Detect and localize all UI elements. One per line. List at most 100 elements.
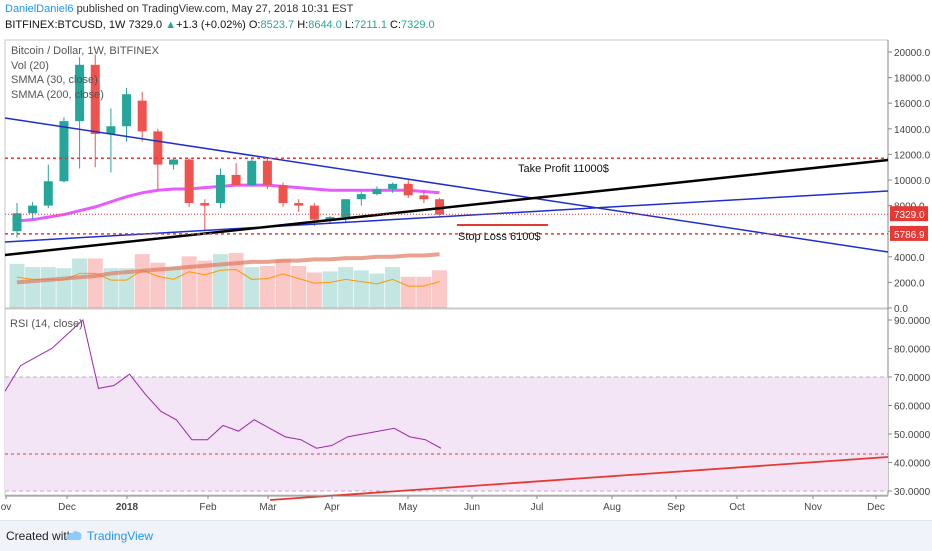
- candle-body: [435, 199, 445, 215]
- volume-bar: [212, 254, 228, 308]
- volume-bar: [416, 276, 432, 308]
- volume-bar: [400, 276, 416, 308]
- legend-vol: Vol (20): [11, 59, 49, 72]
- support-trendline: [4, 158, 889, 257]
- price-tick-label: 18000.0: [894, 74, 931, 85]
- close-value: 7329.0: [401, 19, 435, 31]
- price-tick-label: 4000.0: [894, 253, 925, 264]
- close-label: C:: [390, 19, 401, 31]
- publish-info: DanielDaniel6 published on TradingView.c…: [5, 3, 353, 15]
- take-profit-label: Take Profit 11000$: [518, 163, 609, 175]
- volume-bar: [322, 271, 338, 308]
- candle-body: [403, 183, 413, 196]
- candle-body: [90, 64, 100, 134]
- change-arrow-icon: ▲: [165, 19, 177, 31]
- legend-title: Bitcoin / Dollar, 1W, BITFINEX: [11, 45, 159, 57]
- volume-bar: [291, 266, 307, 308]
- candle-body: [28, 205, 38, 214]
- candle-body: [200, 203, 210, 206]
- stop-loss-label: Stop Loss 6100$: [458, 231, 541, 243]
- candle-body: [294, 203, 304, 206]
- low-label: L:: [344, 19, 355, 31]
- tradingview-logo-icon: [66, 530, 82, 540]
- time-tick-label: Oct: [729, 502, 745, 513]
- candle-body: [12, 213, 22, 232]
- footer: Created with TradingView: [0, 520, 932, 551]
- high-label: H:: [297, 19, 309, 31]
- volume-bar: [87, 258, 103, 308]
- descending-trendline: [4, 117, 889, 253]
- volume-bar: [338, 267, 354, 308]
- candle-body: [106, 126, 116, 134]
- time-tick-label: Mar: [259, 502, 277, 513]
- candle-body: [388, 183, 398, 189]
- volume-bar: [259, 266, 275, 308]
- candle-body: [169, 159, 178, 165]
- volume-bar: [197, 260, 213, 308]
- price-pane: [4, 39, 889, 309]
- last-price-badge-bg: [890, 206, 928, 222]
- candle-body: [59, 121, 69, 182]
- created-with-text: Created with: [6, 529, 74, 543]
- time-tick-label: Nov: [804, 502, 822, 513]
- price-tick-label: 14000.0: [894, 125, 931, 136]
- candle-body: [231, 174, 241, 186]
- price-tick-label: 2000.0: [894, 278, 925, 289]
- price-tick-label: 10000.0: [894, 176, 931, 187]
- volume-bar: [181, 256, 197, 308]
- price-chart[interactable]: Take Profit 11000$ Stop Loss 6100$ 20000.…: [0, 0, 932, 520]
- candle-body: [356, 194, 366, 200]
- volume-bar: [72, 258, 88, 308]
- time-tick-label: Aug: [603, 502, 621, 513]
- price-tick-label: 12000.0: [894, 150, 931, 161]
- volume-bar: [244, 267, 260, 308]
- ascending-trendline: [4, 190, 889, 243]
- open-label: O:: [248, 19, 261, 31]
- volume-bar: [166, 267, 181, 308]
- candle-body: [75, 64, 85, 122]
- volume-bar: [275, 259, 291, 308]
- smma200-line: [16, 252, 440, 285]
- stop-loss-badge-bg: [890, 225, 928, 241]
- volume-bar: [228, 253, 244, 308]
- candle-body: [184, 159, 194, 204]
- symbol-label: BITFINEX:BTCUSD, 1W: [5, 19, 126, 31]
- time-tick-label: Sep: [667, 502, 685, 513]
- smma30-line: [16, 183, 440, 223]
- candle-body: [372, 188, 382, 195]
- tradingview-brand[interactable]: TradingView: [87, 529, 154, 543]
- rsi-tick-label: 60.0000: [894, 402, 931, 413]
- rsi-line: [4, 319, 442, 449]
- high-value: 8644.0: [308, 19, 342, 31]
- rsi-tick-label: 90.0000: [894, 316, 931, 327]
- candle-body: [43, 181, 53, 206]
- open-value: 8523.7: [260, 19, 295, 31]
- volume-bar: [385, 267, 401, 308]
- price-tick-label: 0.0: [894, 304, 908, 315]
- rsi-tick-label: 70.0000: [894, 373, 931, 384]
- candle-body: [215, 174, 225, 204]
- time-tick-label: Feb: [199, 502, 217, 513]
- legend: Bitcoin / Dollar, 1W, BITFINEX Vol (20) …: [11, 44, 159, 102]
- legend-smma200: SMMA (200, close): [11, 88, 104, 101]
- volume-bar: [40, 267, 56, 308]
- volume-bar: [306, 272, 322, 308]
- time-tick-label: Dec: [58, 502, 76, 513]
- candle-body: [137, 100, 147, 132]
- last-price-badge: 7329.0: [894, 210, 925, 221]
- volume-bar: [369, 273, 385, 308]
- candle-body: [278, 185, 288, 204]
- candle-body: [325, 217, 335, 220]
- candle-body: [341, 199, 351, 218]
- rsi-tick-label: 80.0000: [894, 345, 931, 356]
- candle-body: [122, 94, 132, 127]
- candle-body: [153, 131, 163, 165]
- volume-bar: [56, 268, 72, 308]
- rsi-trendline: [269, 456, 889, 501]
- volume-bar: [150, 262, 166, 308]
- time-tick-label: 2018: [116, 502, 139, 513]
- candle-body: [309, 205, 319, 220]
- time-tick-label: Jul: [531, 502, 544, 513]
- volume-bar: [9, 263, 25, 308]
- username-link[interactable]: DanielDaniel6: [5, 3, 74, 15]
